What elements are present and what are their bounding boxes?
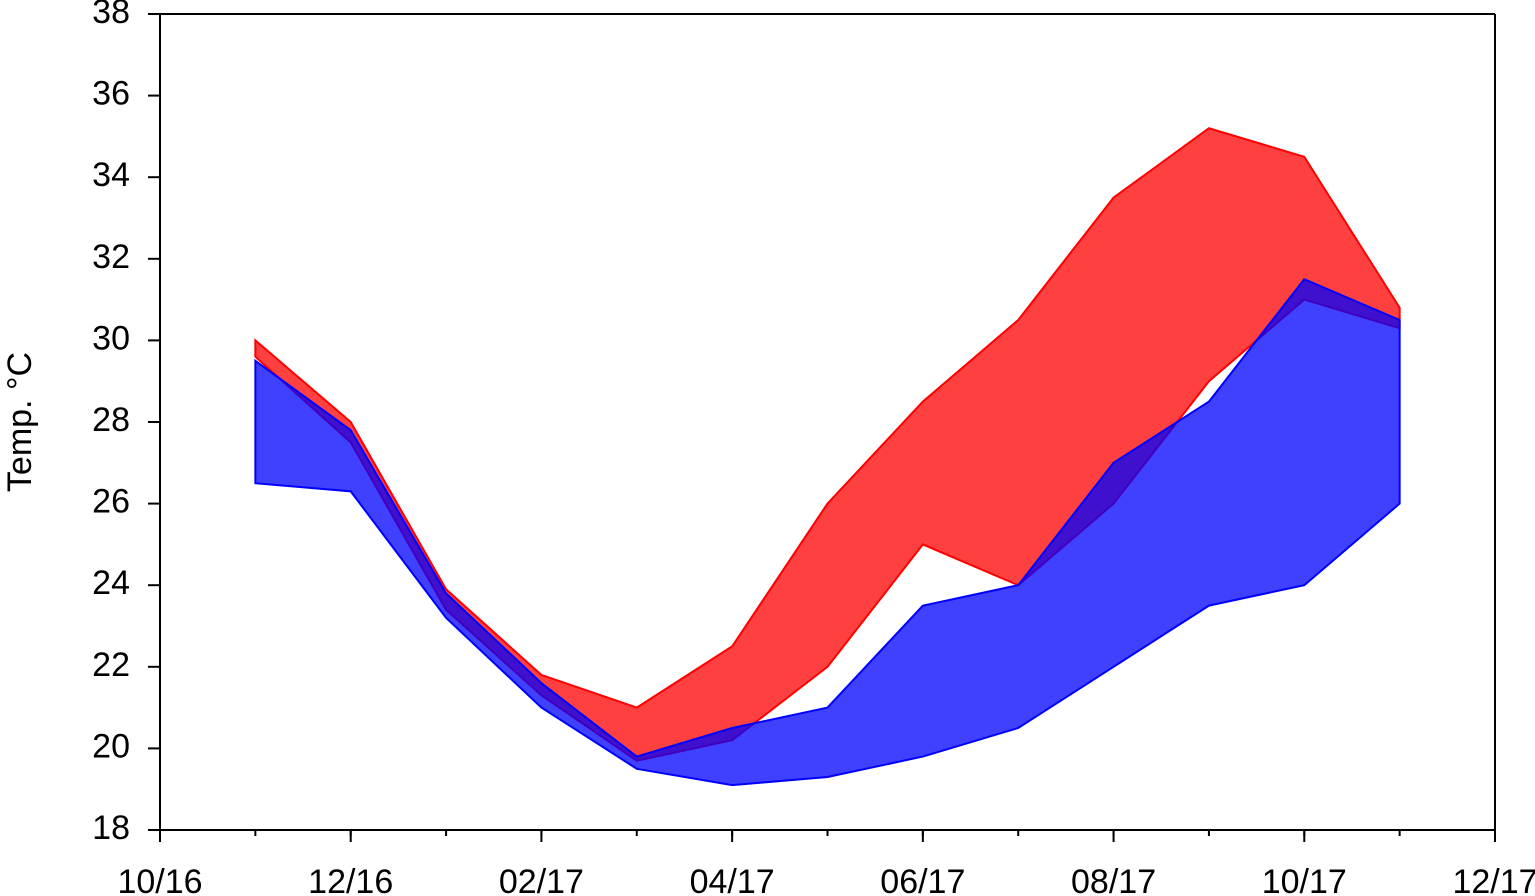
y-tick-label: 18: [92, 809, 130, 847]
x-tick-label: 10/17: [1262, 863, 1347, 896]
x-tick-label: 12/17: [1452, 863, 1535, 896]
y-axis-label: Temp. °C: [1, 352, 39, 492]
x-tick-label: 04/17: [690, 863, 775, 896]
y-tick-label: 32: [92, 238, 130, 276]
y-tick-label: 22: [92, 646, 130, 684]
y-tick-label: 28: [92, 401, 130, 439]
x-tick-label: 08/17: [1071, 863, 1156, 896]
y-tick-label: 20: [92, 727, 130, 765]
x-tick-label: 12/16: [308, 863, 393, 896]
y-tick-label: 26: [92, 483, 130, 521]
y-tick-label: 34: [92, 156, 130, 194]
x-tick-label: 06/17: [880, 863, 965, 896]
temperature-band: [254, 277, 1401, 787]
y-tick-label: 24: [92, 564, 130, 602]
y-tick-label: 30: [92, 319, 130, 357]
y-tick-label: 38: [92, 0, 130, 31]
x-tick-label: 10/16: [117, 863, 202, 896]
x-tick-label: 02/17: [499, 863, 584, 896]
y-tick-label: 36: [92, 75, 130, 113]
